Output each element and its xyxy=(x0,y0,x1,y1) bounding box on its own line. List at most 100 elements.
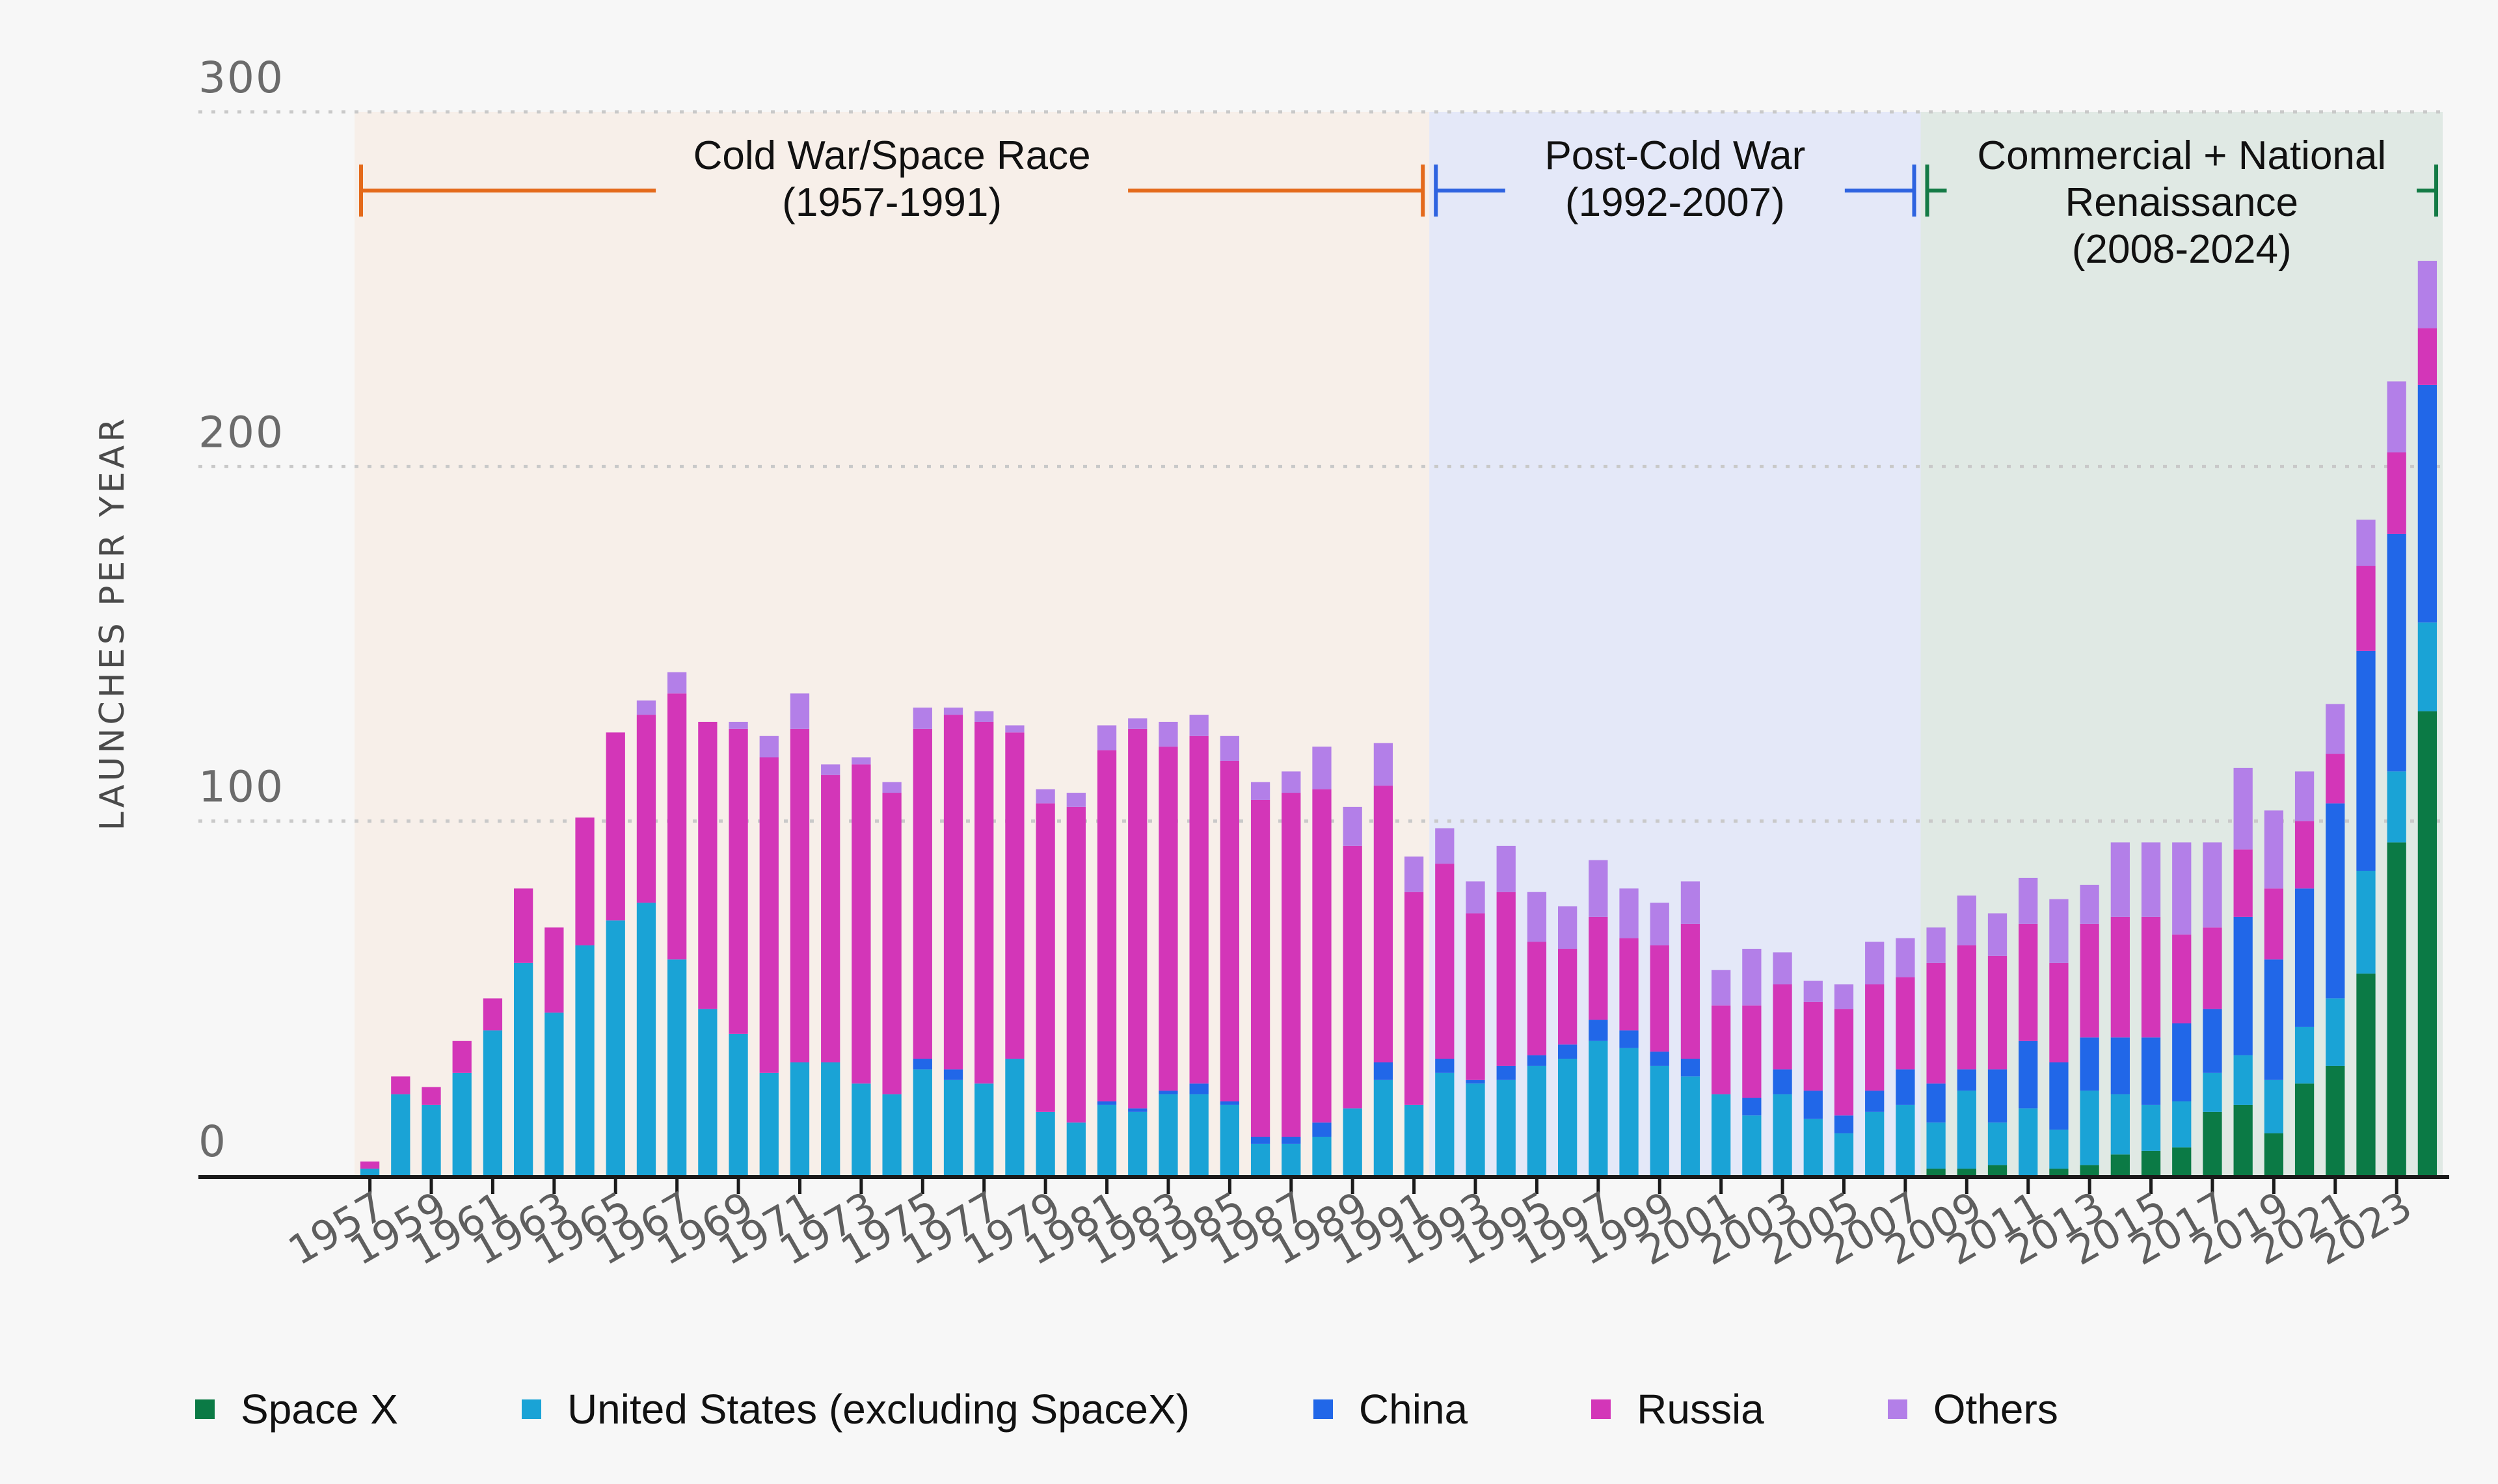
era-label-2-line-2: Renaissance xyxy=(2065,180,2298,225)
bar-spacex-2013 xyxy=(2080,1165,2099,1176)
bar-china-1990 xyxy=(1373,1062,1393,1080)
bar-russia-1983 xyxy=(1159,747,1178,1091)
bar-others-2018 xyxy=(2233,767,2253,850)
bar-russia-1991 xyxy=(1404,892,1424,1105)
legend-item-others: Others xyxy=(1887,1385,2058,1433)
legend-item-russia: Russia xyxy=(1591,1385,1764,1433)
bar-spacex-2019 xyxy=(2264,1133,2284,1176)
bar-china-2024 xyxy=(2417,384,2438,623)
bar-others-1971 xyxy=(790,693,810,729)
bar-russia-2022 xyxy=(2356,566,2376,651)
bar-russia-2015 xyxy=(2141,916,2161,1038)
bar-russia-2002 xyxy=(1742,1005,1762,1098)
bar-russia-2007 xyxy=(1896,977,1915,1070)
bar-others-1999 xyxy=(1650,903,1669,946)
bar-united-states-1982 xyxy=(1128,1111,1148,1176)
bar-china-2019 xyxy=(2264,959,2284,1080)
bar-united-states-1989 xyxy=(1343,1108,1362,1176)
bar-others-1996 xyxy=(1557,906,1578,949)
bar-others-1966 xyxy=(636,700,656,715)
era-label-0-line-2: (1957-1991) xyxy=(782,180,1002,225)
bar-united-states-1975 xyxy=(913,1069,932,1176)
bar-russia-2013 xyxy=(2080,923,2099,1038)
bar-united-states-2010 xyxy=(1987,1122,2008,1165)
bar-china-1999 xyxy=(1650,1052,1669,1066)
bar-others-2007 xyxy=(1896,938,1915,977)
bar-united-states-2006 xyxy=(1865,1111,1885,1176)
bar-china-2007 xyxy=(1896,1069,1915,1105)
y-tick-label-100: 100 xyxy=(198,762,284,812)
bar-united-states-1990 xyxy=(1373,1080,1393,1176)
bar-russia-1992 xyxy=(1435,864,1455,1059)
bar-united-states-2023 xyxy=(2387,771,2406,843)
bar-others-1975 xyxy=(913,708,932,729)
bar-united-states-1980 xyxy=(1066,1122,1086,1176)
bar-united-states-2014 xyxy=(2110,1094,2130,1155)
bar-russia-1988 xyxy=(1312,789,1332,1123)
bar-spacex-2010 xyxy=(1987,1165,2008,1176)
bar-russia-2021 xyxy=(2326,754,2345,804)
bar-spacex-2009 xyxy=(1957,1169,1976,1176)
bar-united-states-1969 xyxy=(729,1033,748,1176)
bar-others-1994 xyxy=(1496,845,1516,892)
bar-united-states-2015 xyxy=(2141,1104,2161,1151)
bar-russia-1964 xyxy=(575,817,595,946)
bar-united-states-1978 xyxy=(1005,1059,1025,1176)
bar-russia-1957 xyxy=(360,1161,380,1169)
bar-china-1987 xyxy=(1282,1137,1301,1144)
bar-russia-1981 xyxy=(1097,750,1117,1102)
bar-united-states-1966 xyxy=(636,903,656,1176)
bar-russia-2023 xyxy=(2387,452,2406,534)
bar-united-states-2007 xyxy=(1896,1104,1915,1176)
bar-china-1986 xyxy=(1250,1137,1270,1144)
bar-russia-1980 xyxy=(1066,806,1086,1123)
bar-russia-1968 xyxy=(698,721,718,1009)
bar-others-2023 xyxy=(2387,381,2406,453)
bar-others-2002 xyxy=(1742,948,1762,1006)
bar-united-states-1962 xyxy=(513,962,533,1176)
bar-united-states-1957 xyxy=(360,1169,380,1176)
bar-others-1991 xyxy=(1404,856,1424,892)
bar-spacex-2021 xyxy=(2326,1065,2345,1176)
y-tick-label-300: 300 xyxy=(198,53,284,103)
bar-united-states-2005 xyxy=(1834,1133,1854,1176)
bar-others-1992 xyxy=(1435,828,1455,864)
bar-russia-2018 xyxy=(2233,849,2253,917)
bar-russia-1977 xyxy=(974,721,994,1084)
bar-others-2012 xyxy=(2049,899,2069,963)
bar-others-2006 xyxy=(1865,942,1885,985)
bar-united-states-1993 xyxy=(1466,1083,1485,1176)
legend-label-united-states: United States (excluding SpaceX) xyxy=(567,1386,1190,1433)
bar-china-2010 xyxy=(1987,1069,2008,1123)
bar-spacex-2016 xyxy=(2172,1147,2192,1176)
bar-others-1979 xyxy=(1036,789,1055,804)
bar-china-1982 xyxy=(1128,1108,1148,1112)
bar-united-states-2021 xyxy=(2326,998,2345,1066)
legend-label-spacex: Space X xyxy=(241,1386,398,1433)
bar-russia-2005 xyxy=(1834,1009,1854,1116)
bar-united-states-1973 xyxy=(852,1083,871,1176)
era-label-1-line-2: (1992-2007) xyxy=(1565,180,1785,225)
bar-others-1989 xyxy=(1343,806,1362,846)
legend-label-china: China xyxy=(1358,1386,1468,1433)
bar-russia-1967 xyxy=(667,693,687,960)
bar-china-1992 xyxy=(1435,1059,1455,1073)
bar-united-states-1983 xyxy=(1159,1094,1178,1176)
bar-united-states-1970 xyxy=(759,1072,779,1176)
bar-spacex-2012 xyxy=(2049,1169,2069,1176)
bar-china-1993 xyxy=(1466,1080,1485,1084)
bar-russia-1989 xyxy=(1343,845,1362,1109)
era-label-1-line-1: Post-Cold War xyxy=(1544,133,1805,178)
bar-united-states-2011 xyxy=(2019,1108,2038,1176)
bar-china-1983 xyxy=(1159,1091,1178,1094)
bar-united-states-2000 xyxy=(1680,1076,1700,1176)
bar-spacex-2018 xyxy=(2233,1104,2253,1176)
bar-others-2017 xyxy=(2203,842,2222,928)
bar-others-1984 xyxy=(1189,715,1209,736)
bar-china-2017 xyxy=(2203,1009,2222,1073)
bar-china-2009 xyxy=(1957,1069,1976,1091)
bar-russia-1990 xyxy=(1373,786,1393,1063)
bar-others-1977 xyxy=(974,711,994,722)
bar-united-states-2001 xyxy=(1712,1094,1731,1176)
bar-russia-1982 xyxy=(1128,728,1148,1109)
